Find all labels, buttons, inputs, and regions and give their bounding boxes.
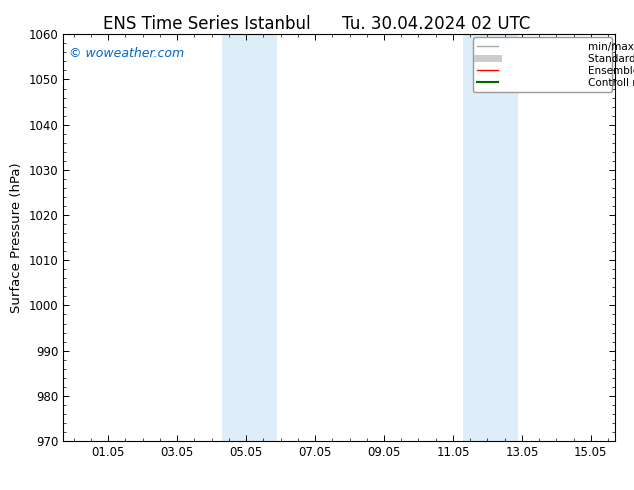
Text: ENS Time Series Istanbul      Tu. 30.04.2024 02 UTC: ENS Time Series Istanbul Tu. 30.04.2024 … [103,15,531,33]
Legend: min/max, Standard deviation, Ensemble mean run, Controll run: min/max, Standard deviation, Ensemble me… [473,37,612,92]
Bar [222,34,277,441]
Text: © woweather.com: © woweather.com [69,47,184,59]
Bar [463,34,519,441]
Y-axis label: Surface Pressure (hPa): Surface Pressure (hPa) [10,162,23,313]
